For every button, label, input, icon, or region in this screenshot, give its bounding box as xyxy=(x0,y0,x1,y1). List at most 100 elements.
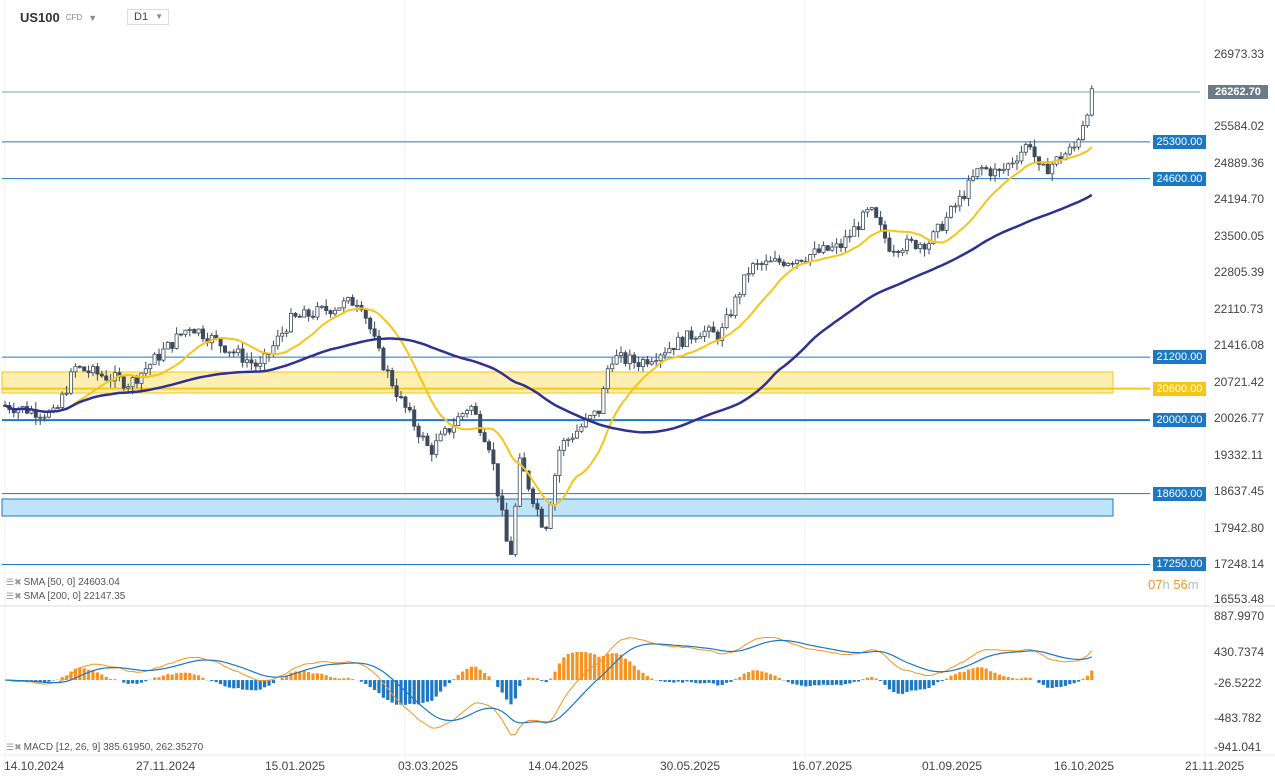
level-tag[interactable]: 21200.00 xyxy=(1153,350,1206,365)
macd-histogram-bar xyxy=(1068,680,1072,685)
candle xyxy=(830,246,835,251)
candle xyxy=(60,393,65,408)
macd-histogram-bar xyxy=(799,680,803,686)
candle xyxy=(1067,146,1072,155)
macd-histogram-bar xyxy=(619,654,623,681)
time-tick: 01.09.2025 xyxy=(922,759,983,773)
sma50-line xyxy=(4,146,1093,507)
candle xyxy=(425,435,430,446)
macd-histogram-bar xyxy=(285,676,289,681)
macd-histogram-bar xyxy=(632,665,636,681)
candle xyxy=(231,351,236,354)
candle xyxy=(253,362,258,367)
timeframe-select[interactable]: D1 ▼ xyxy=(127,9,169,25)
candle xyxy=(526,470,531,490)
macd-histogram-bar xyxy=(368,680,372,688)
candle xyxy=(244,359,249,363)
macd-histogram-bar xyxy=(509,680,513,705)
symbol-selector[interactable]: US100 CFD ▼ xyxy=(20,10,97,25)
level-tag[interactable]: 25300.00 xyxy=(1153,134,1206,149)
macd-histogram-bar xyxy=(786,680,790,683)
macd-histogram-bar xyxy=(870,676,874,681)
settings-icon[interactable]: ☰✖ xyxy=(6,742,22,752)
candle xyxy=(720,327,725,341)
candle xyxy=(354,304,359,307)
macd-histogram-bar xyxy=(412,680,416,705)
level-tag[interactable]: 17250.00 xyxy=(1153,557,1206,572)
macd-histogram-bar xyxy=(377,680,381,694)
macd-histogram-bar xyxy=(505,680,509,700)
sma50-legend[interactable]: ☰✖ SMA [50, 0] 24603.04 xyxy=(6,576,120,589)
candle xyxy=(522,457,527,472)
candle xyxy=(302,309,307,318)
candle xyxy=(504,509,509,542)
candle xyxy=(553,475,558,505)
macd-histogram-bar xyxy=(940,680,944,682)
macd-histogram-bar xyxy=(676,680,680,682)
macd-histogram-bar xyxy=(157,677,161,681)
macd-legend[interactable]: ☰✖ MACD [12, 26, 9] 385.61950, 262.35270 xyxy=(6,741,203,754)
macd-histogram-bar xyxy=(993,672,997,681)
candle xyxy=(95,366,100,375)
settings-icon[interactable]: ☰✖ xyxy=(6,577,22,587)
macd-histogram-bar xyxy=(645,676,649,681)
candle xyxy=(949,206,954,218)
macd-histogram-bar xyxy=(742,673,746,681)
candle xyxy=(913,240,918,250)
level-tag[interactable]: 24600.00 xyxy=(1153,171,1206,186)
macd-histogram-bar xyxy=(535,678,539,681)
candle xyxy=(280,332,285,337)
candle xyxy=(456,416,461,426)
macd-histogram-bar xyxy=(597,656,601,681)
settings-icon[interactable]: ☰✖ xyxy=(6,591,22,601)
macd-histogram-bar xyxy=(293,671,297,681)
candle xyxy=(438,433,443,442)
macd-histogram-bar xyxy=(69,671,73,681)
candle xyxy=(531,488,536,505)
macd-histogram-bar xyxy=(192,674,196,681)
macd-histogram-bar xyxy=(892,680,896,693)
candle xyxy=(1072,146,1077,149)
candle xyxy=(891,250,896,253)
macd-histogram-bar xyxy=(1011,677,1015,681)
macd-histogram-bar xyxy=(219,680,223,685)
macd-histogram-bar xyxy=(430,680,434,701)
level-tag[interactable]: 20600.00 xyxy=(1153,381,1206,396)
candle xyxy=(134,377,139,384)
candle xyxy=(42,416,47,419)
candle xyxy=(187,329,192,331)
macd-histogram-bar xyxy=(443,680,447,687)
macd-histogram-bar xyxy=(73,668,77,681)
macd-histogram-bar xyxy=(861,679,865,681)
sma200-line xyxy=(4,193,1093,434)
candle xyxy=(152,353,157,365)
macd-histogram-bar xyxy=(936,680,940,683)
candle xyxy=(852,226,857,237)
macd-histogram-bar xyxy=(641,672,645,681)
macd-histogram-bar xyxy=(667,680,671,682)
level-tag[interactable]: 18600.00 xyxy=(1153,486,1206,501)
candle xyxy=(99,373,104,377)
macd-histogram-bar xyxy=(579,652,583,681)
macd-tick: -941.041 xyxy=(1214,739,1262,754)
macd-histogram-bar xyxy=(575,651,579,681)
candle xyxy=(975,168,980,178)
candle xyxy=(1050,163,1055,175)
macd-histogram-bar xyxy=(980,667,984,681)
macd-histogram-bar xyxy=(1077,680,1081,682)
level-tag[interactable]: 20000.00 xyxy=(1153,413,1206,428)
candle xyxy=(1001,168,1006,171)
candle xyxy=(227,351,232,354)
candle xyxy=(332,309,337,315)
candle xyxy=(1045,163,1050,175)
candle xyxy=(297,315,302,318)
candle xyxy=(121,376,126,389)
macd-histogram-bar xyxy=(417,680,421,705)
macd-histogram-bar xyxy=(1037,680,1041,683)
sma200-legend[interactable]: ☰✖ SMA [200, 0] 22147.35 xyxy=(6,590,125,603)
macd-histogram-bar xyxy=(298,671,302,681)
candle xyxy=(773,258,778,262)
macd-histogram-bar xyxy=(571,652,575,681)
